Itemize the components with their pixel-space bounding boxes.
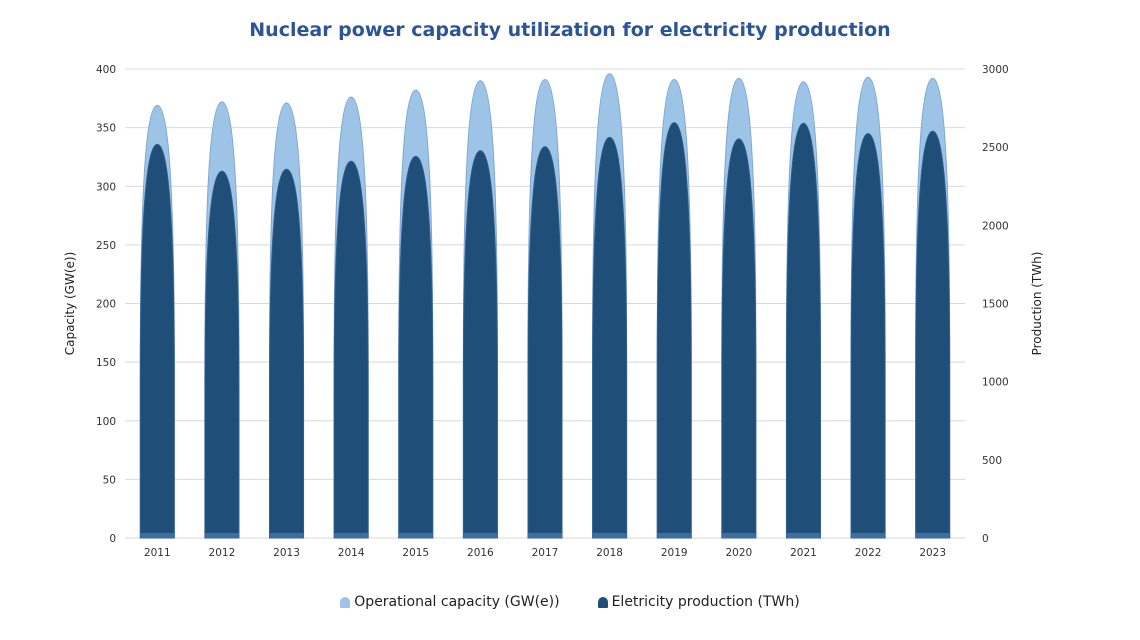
production-bar [656,122,692,539]
chart-title: Nuclear power capacity utilization for e… [249,19,891,41]
y-tick-left-6: 300 [96,181,116,193]
chart-plot-area: 0 50 100 150 200 250 300 350 400 0 500 1000 1500 2000… [63,64,1044,559]
bar-base [657,533,692,538]
production-bar [462,150,498,539]
y-axis-title-left: Capacity (GW(e)) [63,252,77,356]
bar-base [269,533,304,538]
production-bar [785,122,821,539]
bar-base [915,533,950,538]
y-tick-right-6: 3000 [982,64,1009,76]
bar-base [851,533,886,538]
production-bar [139,143,175,539]
y-tick-left-5: 250 [96,240,116,252]
x-tick-label: 2011 [144,547,171,559]
legend-label-production: Eletricity production (TWh) [611,594,800,610]
x-tick-label: 2012 [209,547,236,559]
x-tick-label: 2019 [661,547,688,559]
y-axis-title-right: Production (TWh) [1030,252,1044,356]
x-tick-label: 2014 [338,547,365,559]
y-tick-left-8: 400 [96,64,116,76]
x-tick-label: 2018 [596,547,623,559]
bar-base [786,533,821,538]
x-tick-label: 2023 [919,547,946,559]
bar-base [204,533,239,538]
production-bar [915,130,951,539]
production-bar [592,136,628,539]
bar-base [140,533,175,538]
x-tick-label: 2022 [855,547,882,559]
legend-swatch-capacity [340,596,351,608]
y-tick-right-1: 500 [982,455,1002,467]
y-tick-right-2: 1000 [982,377,1009,389]
y-tick-left-0: 0 [109,533,116,545]
bar-base [721,533,756,538]
y-tick-left-4: 200 [96,299,116,311]
production-bar [721,138,757,539]
production-bar [527,146,563,539]
bar-base [463,533,498,538]
bar-base [334,533,369,538]
legend-item-production[interactable]: Eletricity production (TWh) [597,594,800,610]
x-tick-label: 2013 [273,547,300,559]
production-bar [850,133,886,539]
production-bar [333,160,369,539]
production-bar [269,168,305,539]
x-tick-label: 2015 [402,547,429,559]
legend-label-capacity: Operational capacity (GW(e)) [354,594,560,610]
y-tick-left-2: 100 [96,416,116,428]
y-tick-left-3: 150 [96,357,116,369]
y-tick-left-7: 350 [96,123,116,135]
x-tick-label: 2020 [725,547,752,559]
x-tick-label: 2021 [790,547,817,559]
y-tick-right-0: 0 [982,533,989,545]
bar-base [528,533,562,538]
y-tick-right-5: 2500 [982,142,1009,154]
production-bar [204,170,240,539]
bar-base [592,533,627,538]
x-tick-label: 2016 [467,547,494,559]
bar-base [398,533,433,538]
y-tick-right-3: 1500 [982,299,1009,311]
y-tick-left-1: 50 [103,474,116,486]
y-tick-right-4: 2000 [982,220,1009,232]
x-tick-label: 2017 [532,547,559,559]
chart-legend: Operational capacity (GW(e)) Eletricity … [0,594,1140,610]
legend-item-capacity[interactable]: Operational capacity (GW(e)) [340,594,560,610]
production-bar [398,155,434,539]
legend-swatch-production [597,596,608,608]
